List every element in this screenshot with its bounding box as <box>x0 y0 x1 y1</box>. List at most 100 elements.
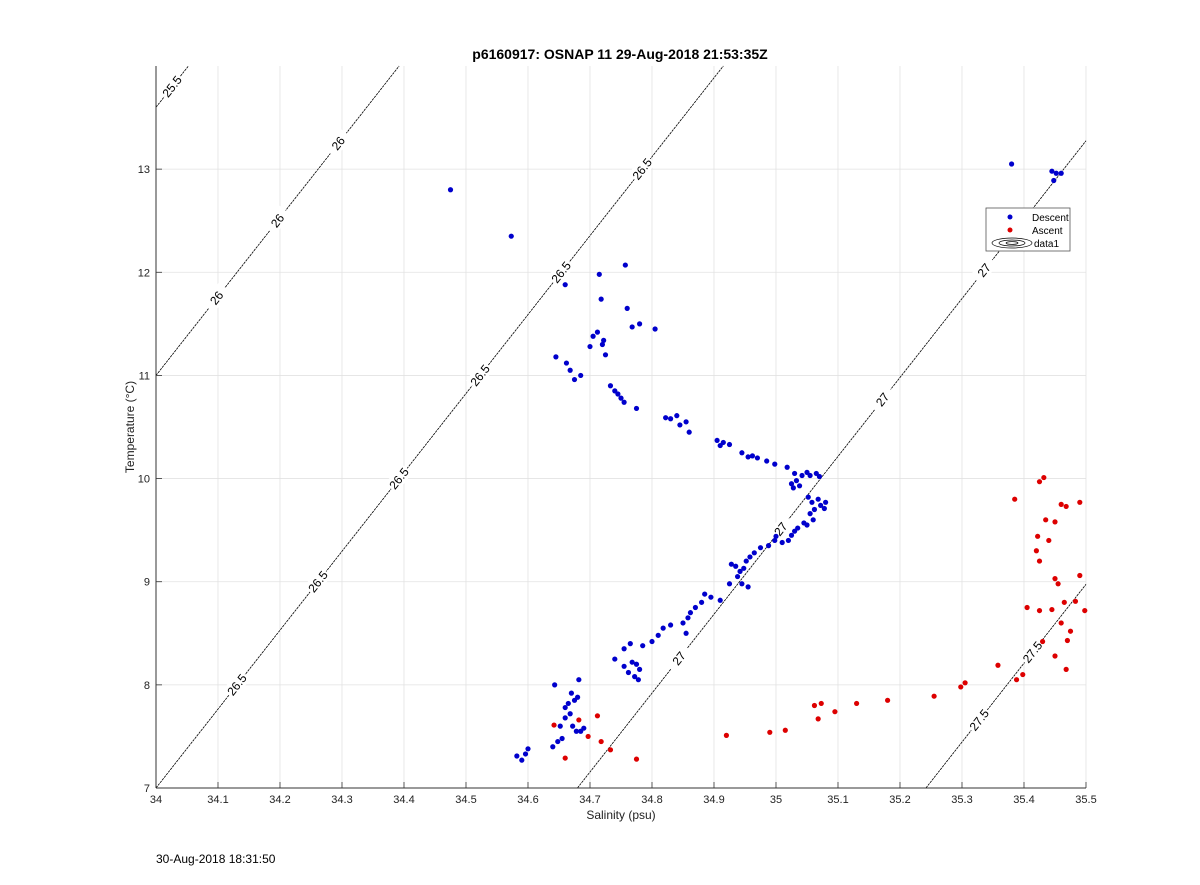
ascent-point <box>1049 606 1055 613</box>
descent-point <box>629 659 635 665</box>
descent-point <box>741 565 747 571</box>
ascent-point <box>931 693 937 699</box>
descent-point <box>508 233 514 239</box>
legend-descent-label: Descent <box>1032 213 1069 224</box>
contour-label-bg <box>157 71 186 102</box>
descent-point <box>562 282 568 288</box>
descent-point <box>726 441 733 448</box>
ascent-point <box>1012 496 1018 502</box>
descent-point <box>1049 168 1055 174</box>
descent-point <box>599 341 606 348</box>
descent-point <box>557 723 563 729</box>
descent-point <box>621 646 627 652</box>
descent-point <box>751 550 757 556</box>
descent-point <box>699 599 705 605</box>
descent-point <box>720 439 726 446</box>
ascent-point <box>995 662 1001 668</box>
x-tick-label: 35.3 <box>951 794 972 806</box>
descent-point <box>568 690 575 696</box>
descent-point <box>607 383 614 389</box>
ascent-point <box>723 732 730 738</box>
descent-point <box>807 511 813 517</box>
descent-point <box>745 584 751 590</box>
ascent-point <box>576 717 582 723</box>
descent-points <box>447 161 1064 763</box>
y-tick-label: 12 <box>138 267 150 279</box>
descent-point <box>567 367 573 373</box>
grid-lines <box>155 66 1087 789</box>
ascent-point <box>1041 474 1047 481</box>
y-tick-label: 10 <box>138 474 150 486</box>
plot-area <box>156 66 1086 788</box>
descent-point <box>632 674 638 680</box>
ascent-point <box>818 700 824 707</box>
descent-point <box>811 506 818 513</box>
ascent-point <box>815 716 821 722</box>
descent-point <box>788 481 795 487</box>
descent-point <box>743 558 749 564</box>
contour-label-bg <box>546 257 575 287</box>
descent-point <box>717 597 723 603</box>
descent-point <box>747 554 753 560</box>
legend-data1-label: data1 <box>1034 239 1059 250</box>
descent-point <box>757 545 764 551</box>
descent-point <box>788 532 795 538</box>
ascent-point <box>958 684 964 690</box>
ascent-point <box>1052 653 1058 659</box>
ascent-point <box>1077 572 1083 579</box>
ascent-point <box>1064 637 1070 644</box>
ascent-point <box>1077 499 1083 505</box>
descent-point <box>652 326 658 332</box>
descent-point <box>594 329 601 335</box>
x-tick-label: 35.4 <box>1013 794 1034 806</box>
descent-point <box>749 453 756 459</box>
ascent-point <box>1061 599 1067 605</box>
descent-point <box>714 437 720 444</box>
x-tick-label: 35.1 <box>827 794 848 806</box>
descent-point <box>565 700 571 707</box>
descent-point <box>550 744 556 750</box>
y-tick-label: 7 <box>144 783 150 795</box>
descent-point <box>553 354 559 360</box>
contour-label-bg <box>222 669 251 700</box>
descent-point <box>570 723 576 729</box>
descent-point <box>525 746 531 752</box>
ascent-point <box>1058 620 1064 626</box>
legend-ascent-label: Ascent <box>1032 226 1063 237</box>
contour-label-bg <box>664 643 693 674</box>
ascent-point <box>594 713 601 719</box>
descent-point <box>575 694 581 700</box>
ascent-point <box>1024 604 1030 611</box>
descent-point <box>785 537 792 544</box>
ascent-point <box>1072 598 1079 604</box>
ascent-point <box>832 709 838 715</box>
descent-point <box>581 725 587 731</box>
descent-point <box>823 499 829 505</box>
ascent-point <box>811 702 818 709</box>
x-tick-label: 34 <box>150 794 162 806</box>
descent-point <box>784 464 790 470</box>
descent-point <box>615 391 621 397</box>
descent-point <box>801 520 807 526</box>
descent-point <box>552 682 558 688</box>
descent-point <box>522 751 529 757</box>
descent-point <box>612 656 618 662</box>
descent-point <box>655 632 661 638</box>
descent-point <box>733 563 739 569</box>
descent-point <box>686 429 692 435</box>
descent-point <box>573 728 579 734</box>
descent-point <box>772 537 778 544</box>
contour-label-bg <box>202 282 231 313</box>
descent-point <box>818 502 824 508</box>
descent-point <box>1051 177 1057 184</box>
ascent-point <box>633 756 640 762</box>
descent-point <box>660 625 666 631</box>
descent-point <box>627 641 633 647</box>
y-axis-label: Temperature (°C) <box>123 381 137 473</box>
descent-point <box>621 663 627 669</box>
descent-point <box>792 470 798 477</box>
ascent-point <box>1043 517 1049 523</box>
ascent-point <box>1036 607 1043 614</box>
descent-point <box>702 591 708 597</box>
x-tick-label: 34.7 <box>579 794 600 806</box>
